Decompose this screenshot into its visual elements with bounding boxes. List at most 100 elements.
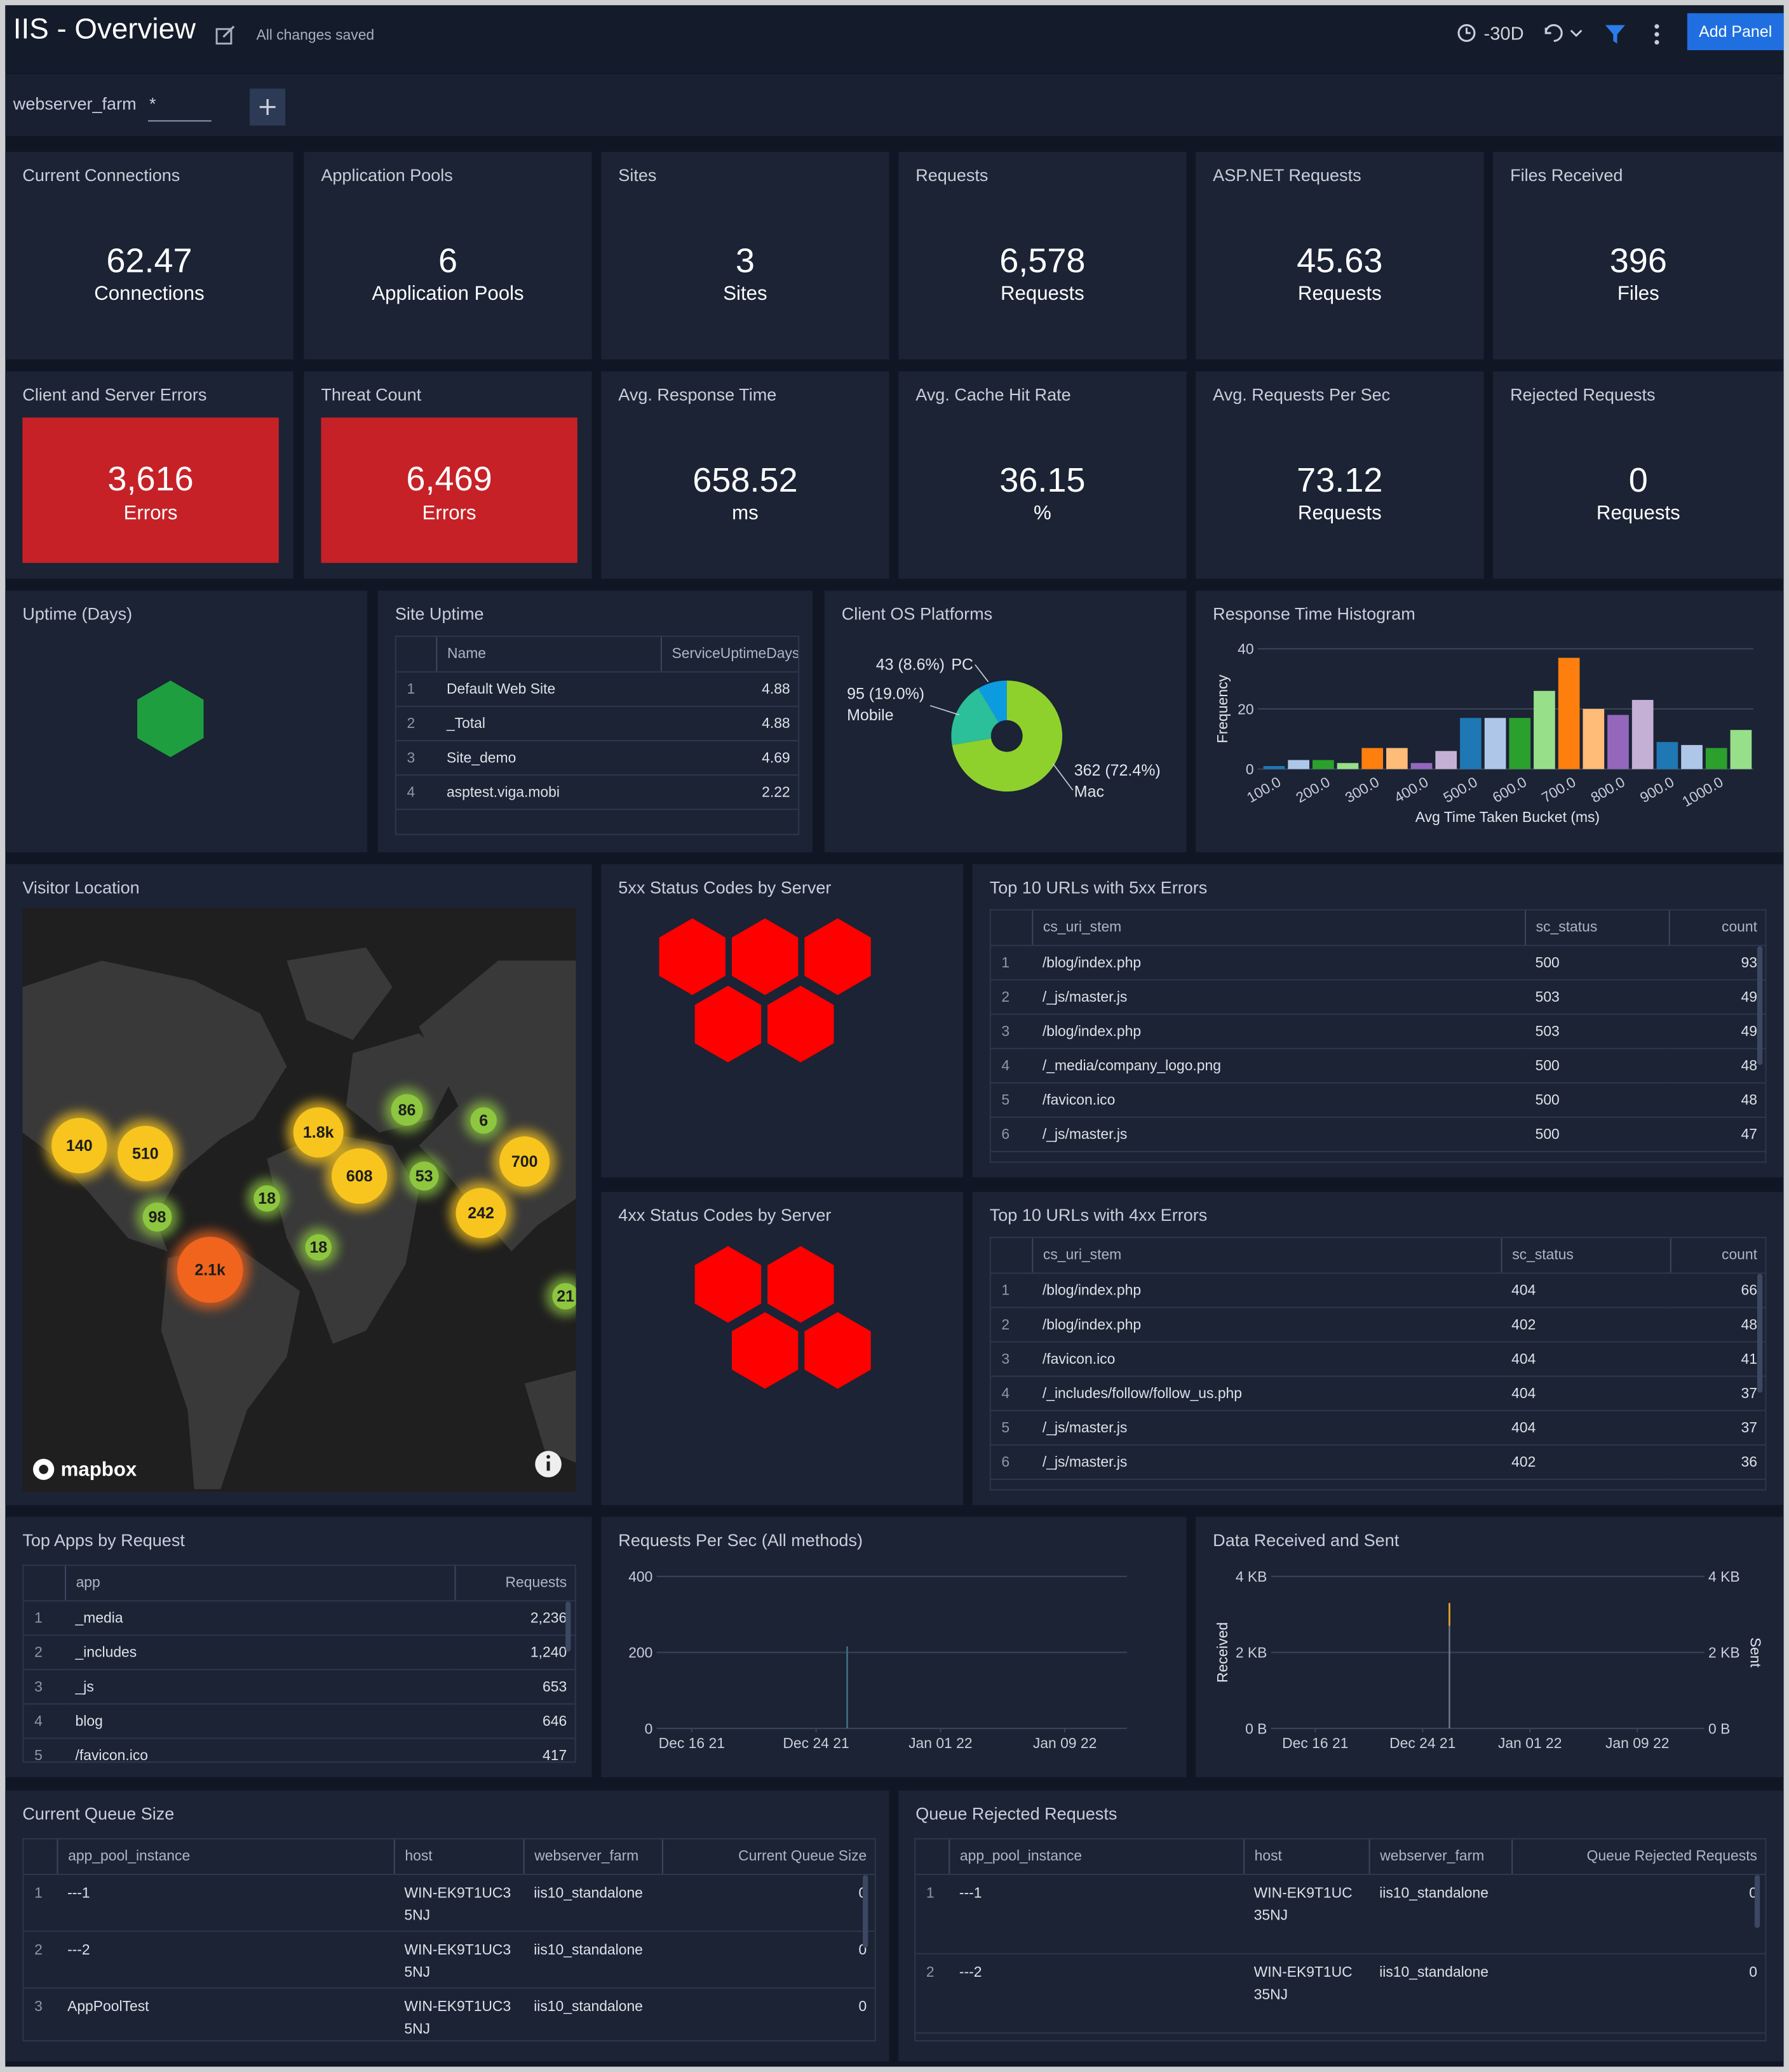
table-cell: iis10_standalone — [523, 1988, 662, 2040]
menu-dot[interactable] — [1654, 40, 1659, 45]
add-panel-button[interactable]: Add Panel — [1687, 13, 1784, 51]
stat-unit: % — [1034, 502, 1051, 525]
panel: Avg. Requests Per Sec 73.12 Requests — [1196, 371, 1484, 579]
refresh-icon[interactable] — [1544, 24, 1563, 43]
panel: Client OS Platforms — [824, 590, 1187, 852]
scrollbar — [565, 1601, 571, 1652]
table-cell: 4.88 — [660, 671, 799, 707]
panel: Uptime (Days) — [5, 590, 368, 852]
cluster-label: 2.1k — [194, 1261, 226, 1279]
header-cell: host — [393, 1839, 523, 1875]
refresh-chevron[interactable] — [1570, 29, 1583, 37]
scrollbar — [863, 1874, 868, 1948]
menu-dot[interactable] — [1654, 32, 1659, 37]
table-cell: /blog/index.php — [1032, 1307, 1501, 1343]
cluster-label: 86 — [398, 1101, 416, 1119]
table-cell: 1,240 — [454, 1635, 575, 1671]
cluster — [456, 1188, 506, 1239]
row-number: 4 — [396, 775, 436, 811]
row-number: 4 — [990, 1376, 1032, 1411]
header-cell — [990, 1238, 1032, 1274]
stat-value: 6 — [438, 240, 458, 281]
stat-unit: ms — [732, 502, 759, 525]
header-cell: webserver_farm — [522, 1839, 662, 1875]
table-cell: WIN-EK9T1UC35NJ — [393, 1988, 523, 2040]
data-table: app_pool_instance host webserver_farm Queue… — [915, 1839, 1765, 2034]
cluster — [332, 1148, 388, 1204]
table-cell: 66 — [1670, 1273, 1765, 1308]
header-row: app_pool_instance host webserver_farm Curre… — [24, 1839, 875, 1875]
table-row: 5/favicon.ico 417 — [24, 1738, 575, 1762]
row-number: 5 — [990, 1082, 1032, 1118]
table-cell: 37 — [1670, 1376, 1765, 1411]
table-cell: WIN-EK9T1UC35NJ — [393, 1931, 523, 1989]
table-cell: _includes — [64, 1635, 455, 1671]
menu-dot[interactable] — [1654, 24, 1659, 29]
table-row: 2 ---2 WIN-EK9T1UC35NJ iis10_standalone 0 — [24, 1931, 875, 1989]
row-number: 1 — [990, 1273, 1032, 1308]
filter-icon[interactable] — [1605, 25, 1626, 44]
row-number: 1 — [990, 945, 1032, 981]
land — [346, 1033, 459, 1133]
cluster-label: 18 — [309, 1239, 327, 1256]
header-row: app_pool_instance host webserver_farm Queue… — [915, 1839, 1765, 1875]
cluster — [142, 1202, 172, 1232]
row-number: 6 — [990, 1117, 1032, 1153]
cluster — [499, 1136, 550, 1187]
stat-unit: Requests — [1297, 502, 1382, 525]
panel-title: 4xx Status Codes by Server — [618, 1205, 832, 1225]
cluster — [552, 1282, 576, 1310]
table-row: 1 _media 2,236 — [24, 1601, 575, 1636]
table-frame: Name ServiceUptimeDays 1 Default Web Site 4.… — [395, 635, 800, 835]
panel: Current Connections 62.47 Connections — [5, 152, 294, 360]
filter-value[interactable]: * — [149, 93, 156, 114]
info-icon-bar — [546, 1461, 550, 1471]
add-filter-button[interactable] — [250, 88, 286, 126]
data-table: app Requests 1 _media 2,236 2 _includes 1,240 3 _… — [24, 1566, 575, 1762]
stat-highlight: 3,616 Errors — [22, 417, 279, 563]
panel-title: Uptime (Days) — [22, 603, 133, 624]
header-cell: Queue Rejected Requests — [1511, 1839, 1765, 1875]
panel-title: Top Apps by Request — [22, 1530, 185, 1551]
table-cell: 93 — [1668, 945, 1765, 981]
table-cell: 4.69 — [660, 741, 799, 776]
header-cell: app_pool_instance — [56, 1839, 394, 1875]
panel: Requests Per Sec (All methods) — [601, 1517, 1187, 1778]
table-cell: Site_demo — [436, 741, 661, 776]
row-number: 3 — [24, 1669, 65, 1705]
stat-unit: Requests — [1000, 283, 1084, 306]
table-cell: AppPoolTest — [57, 1988, 394, 2040]
stat-value: 396 — [1609, 240, 1667, 281]
header-cell — [396, 636, 436, 673]
cluster-label: 140 — [66, 1137, 93, 1155]
edit-icon[interactable] — [214, 24, 238, 47]
stat-unit: Requests — [1596, 502, 1680, 525]
table-frame: app_pool_instance host webserver_farm Queue… — [914, 1838, 1767, 2042]
cluster-label: 18 — [258, 1190, 276, 1208]
table-row: 4 blog 646 — [24, 1704, 575, 1739]
land — [524, 1370, 576, 1463]
row-number: 5 — [24, 1738, 65, 1762]
table-row: 1/blog/index.php 500 93 — [990, 945, 1765, 981]
table-cell: 417 — [454, 1738, 575, 1762]
table-cell: 404 — [1501, 1342, 1670, 1377]
row-number: 2 — [990, 1307, 1032, 1343]
table-cell: 503 — [1524, 979, 1669, 1015]
clock-icon[interactable] — [1457, 24, 1476, 43]
table-row: 4/_includes/follow/follow_us.php 404 37 — [990, 1376, 1765, 1411]
table-cell: ---1 — [949, 1874, 1243, 1954]
land — [287, 947, 393, 1040]
table-cell: ---2 — [949, 1953, 1243, 2034]
save-status: All changes saved — [256, 27, 375, 44]
table-cell: ---2 — [57, 1931, 394, 1989]
panel-title: Requests Per Sec (All methods) — [618, 1530, 863, 1551]
table-row: 1 Default Web Site 4.88 — [396, 671, 799, 707]
time-range[interactable]: -30D — [1483, 22, 1524, 44]
table-row: 2 _Total 4.88 — [396, 706, 799, 742]
cluster-label: 510 — [132, 1145, 159, 1162]
panel: Files Received 396 Files — [1493, 152, 1784, 360]
cluster — [305, 1234, 332, 1261]
header-cell: Requests — [454, 1566, 575, 1602]
panel-title: Requests — [915, 165, 989, 185]
